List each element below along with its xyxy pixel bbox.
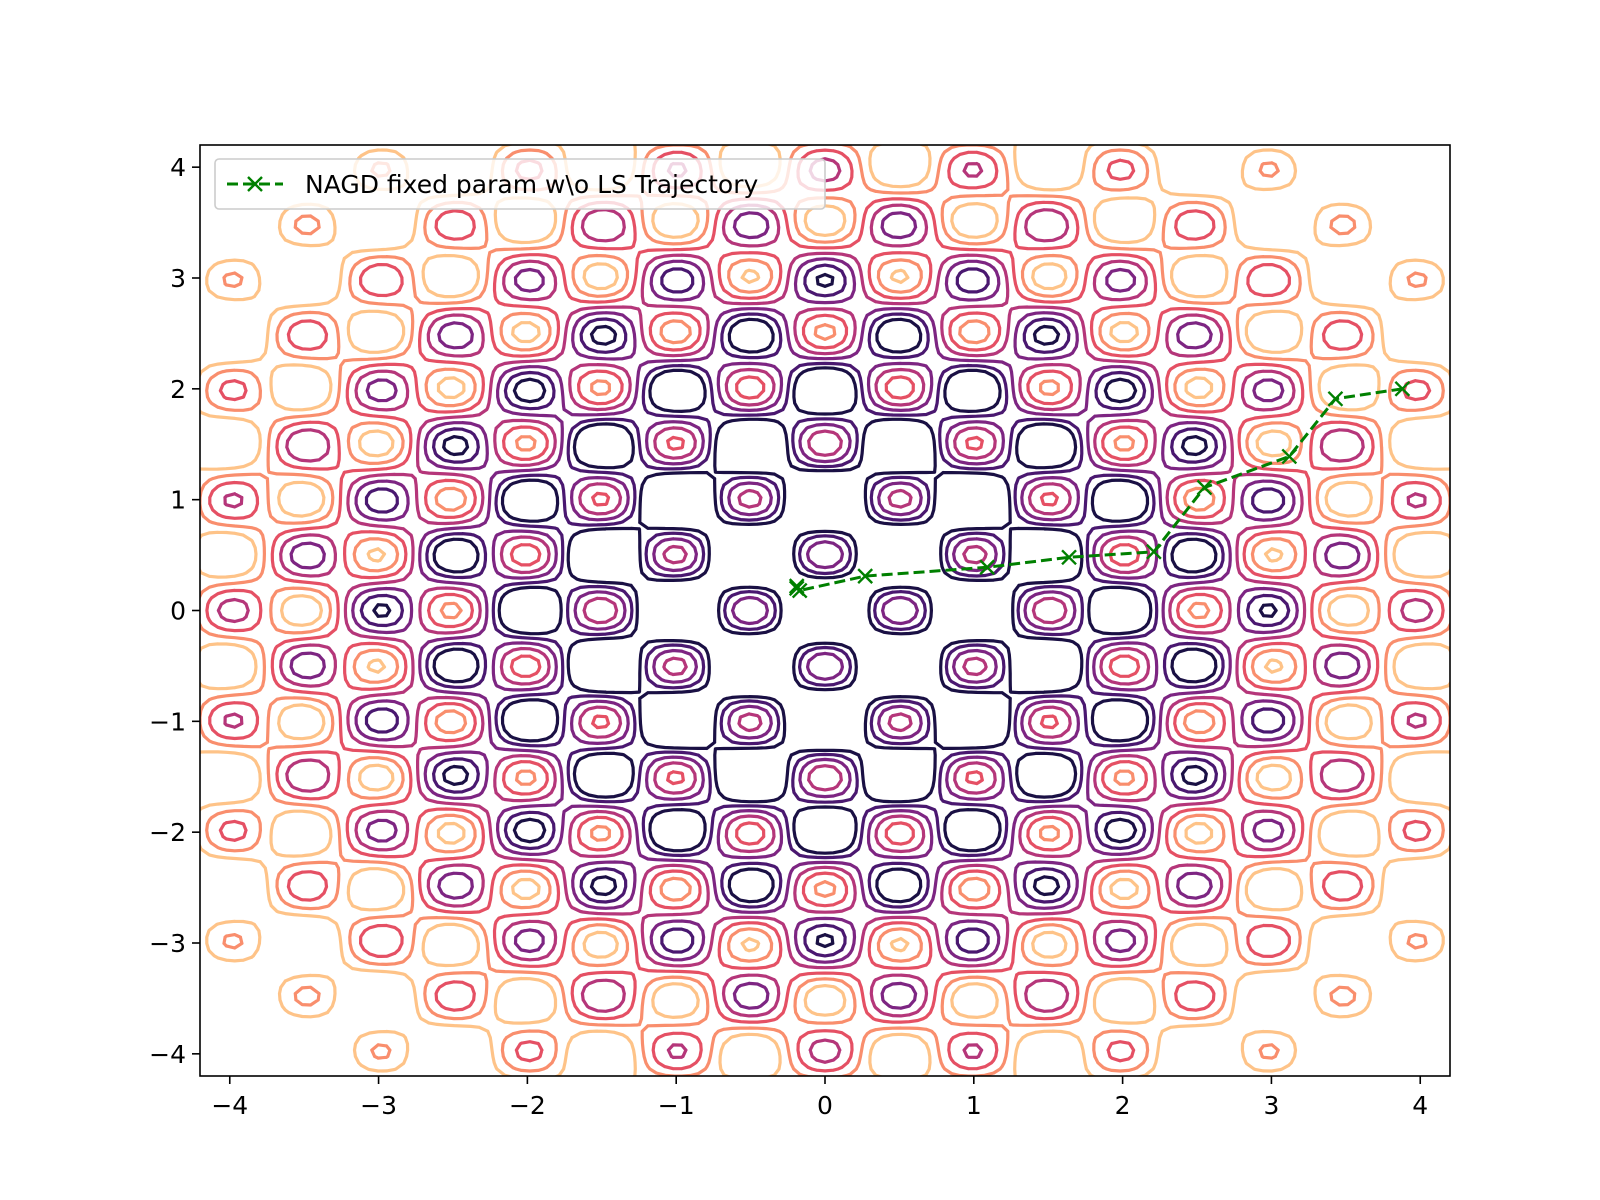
- trajectory-line: [795, 387, 1403, 593]
- y-tick-label: −1: [149, 707, 186, 736]
- trajectory-point: [979, 559, 996, 576]
- y-axis: −4 −3 −2 −1 0 1 2 3 4: [149, 153, 200, 1069]
- x-tick-label: 0: [817, 1091, 833, 1120]
- legend-marker: [247, 176, 263, 192]
- y-tick-label: −4: [149, 1040, 186, 1069]
- legend-label: NAGD fixed param w\o LS Trajectory: [305, 170, 758, 199]
- x-tick-label: 1: [966, 1091, 982, 1120]
- x-axis: −4 −3 −2 −1 0 1 2 3 4: [211, 1076, 1428, 1120]
- series-layer: [788, 380, 1411, 599]
- contour-level-1: [372, 272, 1278, 949]
- x-tick-label: −4: [211, 1091, 248, 1120]
- y-tick-label: −2: [149, 818, 186, 847]
- y-tick-label: 3: [170, 264, 186, 293]
- y-tick-label: 2: [170, 375, 186, 404]
- trajectory-point: [1394, 380, 1411, 397]
- trajectory-point: [1061, 549, 1077, 566]
- contour-level-2: [359, 263, 1291, 958]
- y-tick-label: 1: [170, 486, 186, 515]
- legend: NAGD fixed param w\o LS Trajectory: [214, 158, 826, 210]
- contour-level-3: [289, 211, 1361, 1010]
- trajectory-point: [788, 580, 805, 597]
- contour-level-5: [205, 148, 1445, 1073]
- contour-level-7: [200, 145, 1450, 1076]
- contour-layer: [200, 145, 1450, 1076]
- x-tick-label: −3: [360, 1091, 397, 1120]
- contour-level-4: [216, 157, 1434, 1064]
- trajectory-point: [1281, 448, 1298, 465]
- x-tick-label: −1: [658, 1091, 695, 1120]
- trajectory-point: [1196, 479, 1213, 496]
- legend-box: [214, 158, 826, 210]
- y-tick-label: 0: [170, 597, 186, 626]
- x-tick-label: −2: [509, 1091, 546, 1120]
- trajectory-point: [788, 578, 805, 594]
- trajectory-point: [1146, 543, 1162, 560]
- x-tick-label: 4: [1412, 1091, 1428, 1120]
- x-tick-label: 2: [1115, 1091, 1131, 1120]
- x-tick-label: 3: [1263, 1091, 1279, 1120]
- trajectory-point: [1327, 390, 1344, 407]
- y-tick-label: 4: [170, 153, 186, 182]
- trajectory-point: [857, 568, 874, 584]
- y-tick-label: −3: [149, 929, 186, 958]
